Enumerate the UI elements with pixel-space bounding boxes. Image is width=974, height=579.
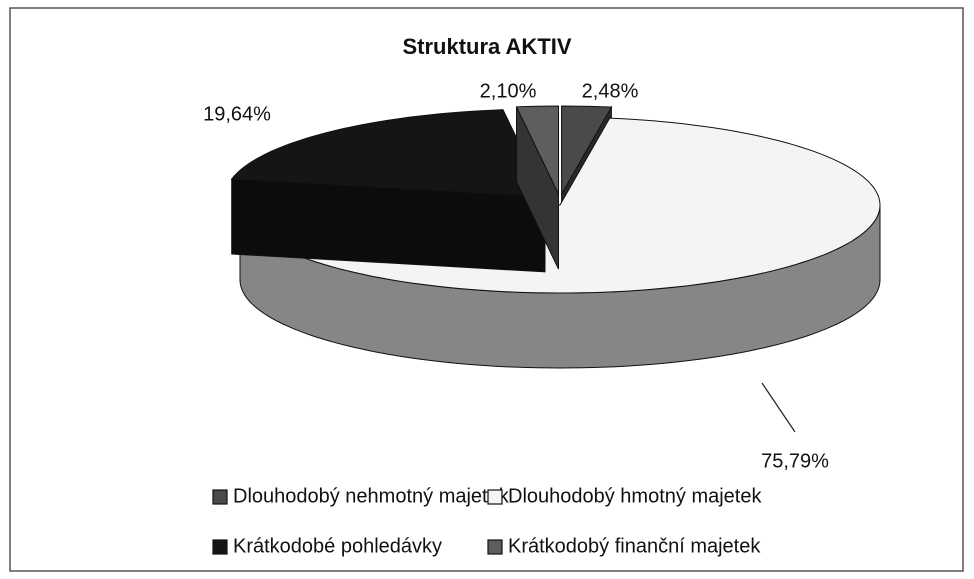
legend-swatch <box>212 489 228 505</box>
data-label: 19,64% <box>203 103 271 125</box>
slice-top <box>230 109 546 198</box>
data-label: 75,79% <box>761 450 829 472</box>
data-label: 2,48% <box>582 80 639 102</box>
legend-label: Krátkodobé pohledávky <box>233 535 442 557</box>
chart-title: Struktura AKTIV <box>402 34 571 59</box>
slice <box>230 109 546 273</box>
legend-label: Dlouhodobý hmotný majetek <box>508 485 762 507</box>
slice-top <box>515 105 559 195</box>
legend-swatch <box>212 539 228 555</box>
leader-line <box>761 382 796 433</box>
slice <box>515 105 559 270</box>
legend-label: Dlouhodobý nehmotný majetek <box>233 485 510 507</box>
legend-swatch <box>487 539 503 555</box>
data-label: 2,10% <box>480 80 537 102</box>
slice-top <box>561 105 613 196</box>
legend-label: Krátkodobý finanční majetek <box>508 535 761 557</box>
legend-swatch <box>487 489 503 505</box>
